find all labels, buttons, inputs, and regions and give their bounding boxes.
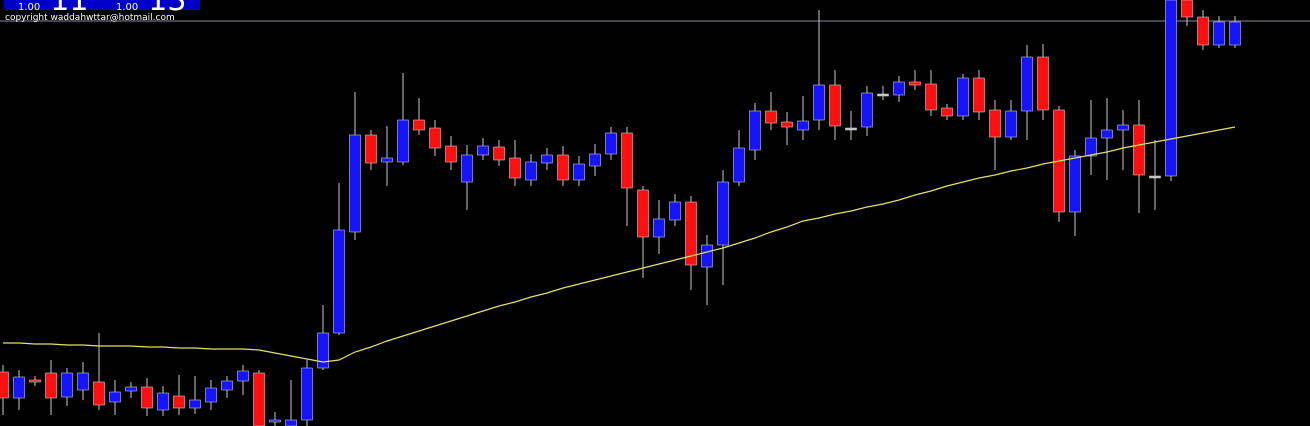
candle-body <box>189 399 201 409</box>
candle-body <box>61 372 73 398</box>
candle-body <box>285 419 297 426</box>
candle-body <box>1085 137 1097 157</box>
candle-body <box>781 121 793 128</box>
candle-body <box>253 372 265 426</box>
indicator-box: 1.00 13 <box>102 0 201 16</box>
candle-body <box>317 332 329 369</box>
candle-body <box>1181 0 1193 18</box>
candle-body <box>525 161 537 181</box>
candle-body <box>109 391 121 403</box>
candle-body <box>429 127 441 149</box>
candle-body <box>509 157 521 179</box>
candle-body <box>1101 129 1113 139</box>
indicator-value: 11 <box>50 0 89 18</box>
candle-body <box>845 127 857 131</box>
candle-body <box>1117 124 1129 131</box>
candle-body <box>173 395 185 409</box>
candle-body <box>701 244 713 268</box>
candle-body <box>365 134 377 164</box>
candle-body <box>717 181 729 246</box>
candle-body <box>1165 0 1177 177</box>
candle-body <box>957 77 969 117</box>
candle-body <box>893 81 905 96</box>
candle-body <box>557 154 569 181</box>
candle-body <box>669 201 681 221</box>
candle-body <box>349 134 361 233</box>
candle-body <box>829 84 841 127</box>
candle-body <box>477 145 489 156</box>
candle-body <box>573 163 585 181</box>
candle-body <box>653 218 665 238</box>
candle-body <box>765 110 777 124</box>
candle-body <box>381 157 393 163</box>
candle-body <box>813 84 825 121</box>
candle-body <box>125 386 137 392</box>
copyright: copyright waddahwttar@hotmail.com <box>5 13 175 23</box>
candle-body <box>1197 16 1209 46</box>
candle-body <box>205 387 217 403</box>
moving-average <box>3 126 1236 363</box>
candle-body <box>221 380 233 391</box>
candle-body <box>45 372 57 399</box>
candle-body <box>493 146 505 161</box>
candle-body <box>1213 21 1225 46</box>
candle-body <box>685 201 697 266</box>
candle-body <box>589 153 601 167</box>
candle-body <box>13 376 25 399</box>
candle-body <box>973 77 985 113</box>
candle-body <box>941 107 953 117</box>
candle-body <box>861 92 873 128</box>
candle-body <box>269 419 281 423</box>
candle-body <box>445 145 457 163</box>
candle-body <box>541 154 553 164</box>
candle-body <box>1005 110 1017 138</box>
candle-body <box>733 147 745 183</box>
candle-body <box>1037 56 1049 111</box>
candle-body <box>989 109 1001 138</box>
candle-body <box>749 110 761 151</box>
candle-body <box>461 154 473 183</box>
candle-body <box>413 119 425 131</box>
candle-body <box>1133 124 1145 176</box>
indicator-box: 1.00 11 <box>4 0 103 16</box>
candle-body <box>1229 21 1241 46</box>
candle-body <box>93 381 105 406</box>
candle-body <box>157 392 169 411</box>
candle-body <box>0 371 9 399</box>
candle-body <box>141 386 153 409</box>
candle-body <box>77 372 89 391</box>
candle-body <box>1069 155 1081 213</box>
candle-body <box>909 81 921 86</box>
candle-body <box>1149 175 1161 179</box>
indicator-value: 13 <box>148 0 187 18</box>
indicator-label: 1.00 <box>116 2 139 13</box>
indicator-label: 1.00 <box>18 2 41 13</box>
candle-body <box>637 189 649 238</box>
candle-body <box>797 120 809 131</box>
candle-body <box>621 132 633 189</box>
candle-body <box>877 93 889 97</box>
candle-body <box>29 379 41 383</box>
candle-body <box>333 229 345 334</box>
candle-body <box>605 132 617 155</box>
candle-body <box>397 119 409 163</box>
candle-body <box>301 367 313 421</box>
candle-body <box>237 370 249 382</box>
candle-body <box>925 83 937 111</box>
candle-body <box>1021 56 1033 112</box>
